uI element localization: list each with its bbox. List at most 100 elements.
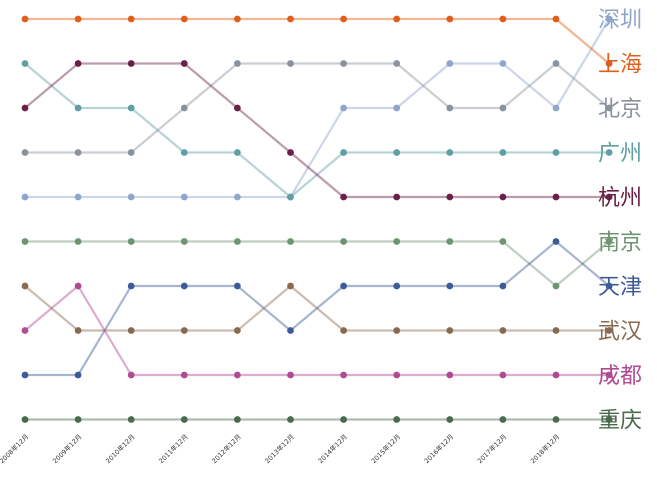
data-point [605, 327, 613, 334]
series-points [21, 15, 613, 423]
data-point [499, 282, 507, 290]
data-point [499, 238, 507, 245]
data-point [234, 193, 241, 201]
series-line-segment [236, 151, 292, 199]
data-point [287, 327, 294, 334]
data-point [180, 238, 188, 245]
data-point [21, 416, 29, 423]
data-point [21, 327, 29, 334]
series-line-segment [289, 151, 345, 199]
data-point [552, 104, 560, 112]
data-point [340, 60, 347, 67]
series-line-segment [183, 62, 239, 110]
series-line-segment [76, 284, 133, 377]
data-point [499, 416, 507, 423]
data-point [340, 282, 347, 290]
data-point [127, 15, 135, 23]
series-line-segment [289, 284, 345, 332]
data-point [234, 282, 241, 290]
data-point [287, 238, 294, 245]
data-point [127, 238, 135, 245]
data-point [605, 15, 613, 23]
data-point [180, 104, 188, 112]
series-line-segment [236, 106, 292, 154]
data-point [552, 15, 560, 23]
data-point [180, 371, 188, 379]
data-point [499, 104, 507, 112]
city-label: 天津 [598, 275, 642, 300]
data-point [127, 149, 135, 156]
series-line-segment [236, 284, 292, 332]
series-lines [23, 17, 611, 421]
x-tick-label: 2016年12月 [422, 432, 455, 465]
data-point [393, 371, 401, 379]
data-point [127, 193, 135, 201]
data-point [393, 193, 401, 201]
data-point [446, 327, 454, 334]
data-point [74, 371, 82, 379]
data-point [446, 282, 454, 290]
series-line-segment [23, 284, 80, 332]
data-point [446, 104, 454, 112]
data-point [446, 193, 454, 201]
data-point [234, 238, 241, 245]
x-tick-label: 2015年12月 [369, 432, 402, 465]
data-point [287, 60, 294, 67]
data-point [287, 416, 294, 423]
series-line-segment [23, 62, 80, 110]
data-point [605, 149, 613, 156]
series-line-segment [183, 62, 239, 110]
series-line-segment [76, 284, 133, 377]
data-point [287, 282, 294, 290]
data-point [180, 193, 188, 201]
series-line-segment [23, 284, 80, 332]
data-point [552, 327, 560, 334]
series-line-segment [554, 17, 611, 65]
data-point [605, 238, 613, 245]
data-point [180, 60, 188, 67]
data-point [340, 416, 347, 423]
x-tick-label: 2018年12月 [528, 432, 561, 465]
data-point [74, 104, 82, 112]
series-line-segment [395, 62, 451, 110]
series-line-segment [130, 106, 186, 154]
data-point [605, 104, 613, 112]
data-point [499, 371, 507, 379]
x-tick-label: 2010年12月 [104, 432, 137, 465]
data-point [340, 15, 347, 23]
data-point [21, 60, 29, 67]
city-label: 深圳 [598, 8, 642, 33]
city-label: 重庆 [598, 409, 642, 434]
data-point [127, 282, 135, 290]
data-point [393, 60, 401, 67]
x-tick-label: 2014年12月 [316, 432, 349, 465]
city-label: 成都 [598, 364, 642, 389]
data-point [499, 193, 507, 201]
data-point [393, 15, 401, 23]
data-point [21, 104, 29, 112]
series-line-segment [554, 17, 611, 110]
data-point [552, 371, 560, 379]
data-point [74, 149, 82, 156]
data-point [340, 327, 347, 334]
data-point [393, 416, 401, 423]
x-tick-label: 2008年12月 [0, 432, 30, 465]
data-point [446, 416, 454, 423]
data-point [21, 371, 29, 379]
city-label: 上海 [598, 53, 642, 78]
data-point [127, 104, 135, 112]
data-point [180, 416, 188, 423]
series-line-segment [130, 106, 186, 154]
data-point [605, 282, 613, 290]
data-point [127, 416, 135, 423]
data-point [127, 327, 135, 334]
data-point [287, 193, 294, 201]
x-tick-label: 2011年12月 [157, 432, 190, 465]
data-point [180, 327, 188, 334]
data-point [180, 15, 188, 23]
series-line-segment [501, 240, 558, 288]
data-point [340, 104, 347, 112]
data-point [393, 238, 401, 245]
